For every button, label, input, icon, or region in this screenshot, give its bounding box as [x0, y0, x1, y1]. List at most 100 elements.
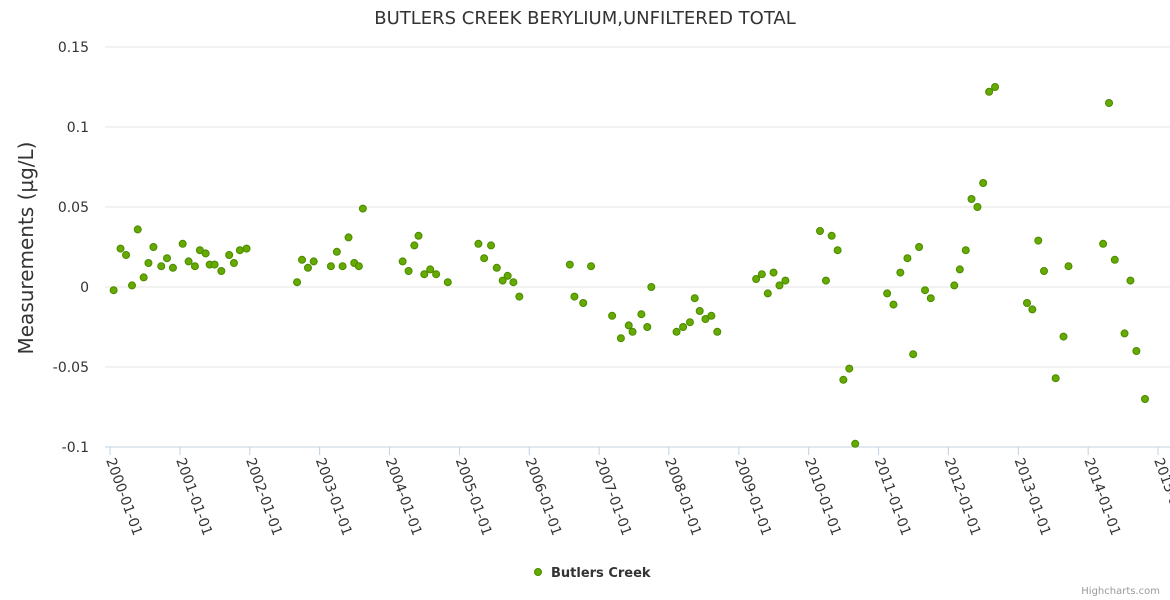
data-point[interactable] — [127, 281, 136, 290]
data-point[interactable] — [217, 267, 226, 275]
series-butlers-creek[interactable] — [109, 83, 1149, 448]
data-point[interactable] — [426, 265, 435, 274]
data-point[interactable] — [163, 254, 172, 263]
data-point[interactable] — [492, 263, 501, 272]
data-point[interactable] — [503, 271, 512, 280]
data-point[interactable] — [839, 375, 848, 384]
data-point[interactable] — [950, 281, 959, 290]
data-point[interactable] — [781, 276, 790, 285]
data-point[interactable] — [344, 233, 353, 242]
data-point[interactable] — [624, 321, 633, 330]
data-point[interactable] — [293, 278, 302, 287]
data-point[interactable] — [443, 278, 452, 287]
data-point[interactable] — [672, 327, 681, 336]
data-point[interactable] — [144, 259, 153, 267]
data-point[interactable] — [139, 273, 148, 282]
data-point[interactable] — [851, 439, 860, 448]
data-point[interactable] — [757, 270, 766, 279]
data-point[interactable] — [921, 286, 930, 295]
data-point[interactable] — [1132, 347, 1141, 355]
data-point[interactable] — [309, 257, 318, 266]
data-point[interactable] — [358, 204, 367, 213]
data-point[interactable] — [149, 243, 158, 251]
data-point[interactable] — [979, 179, 988, 187]
data-point[interactable] — [570, 292, 579, 301]
data-point[interactable] — [827, 231, 836, 240]
data-point[interactable] — [690, 294, 699, 303]
data-point[interactable] — [487, 241, 496, 250]
data-point[interactable] — [109, 286, 118, 295]
data-point[interactable] — [643, 323, 652, 331]
data-point[interactable] — [332, 247, 341, 256]
data-point[interactable] — [991, 83, 1000, 91]
data-point[interactable] — [1126, 276, 1135, 285]
data-point[interactable] — [509, 278, 518, 287]
data-point[interactable] — [404, 267, 413, 275]
legend[interactable]: Butlers Creek — [534, 566, 651, 581]
data-point[interactable] — [985, 87, 994, 96]
legend-label-butlers-creek[interactable]: Butlers Creek — [551, 566, 651, 581]
data-point[interactable] — [498, 276, 507, 285]
data-point[interactable] — [190, 262, 199, 271]
data-point[interactable] — [707, 311, 716, 320]
data-point[interactable] — [1105, 99, 1114, 107]
data-point[interactable] — [961, 246, 970, 255]
data-point[interactable] — [679, 323, 688, 331]
data-point[interactable] — [713, 327, 722, 336]
data-point[interactable] — [637, 310, 646, 319]
data-point[interactable] — [973, 203, 982, 211]
data-point[interactable] — [769, 268, 778, 277]
data-point[interactable] — [298, 255, 307, 264]
data-point[interactable] — [628, 327, 637, 336]
data-point[interactable] — [1034, 236, 1043, 245]
credits-link[interactable]: Highcharts.com — [1081, 586, 1160, 597]
data-point[interactable] — [955, 265, 964, 274]
data-point[interactable] — [1028, 305, 1037, 314]
data-point[interactable] — [1051, 374, 1060, 383]
data-point[interactable] — [701, 315, 710, 323]
data-point[interactable] — [116, 244, 125, 253]
data-point[interactable] — [420, 270, 429, 279]
data-point[interactable] — [338, 262, 347, 271]
data-point[interactable] — [474, 239, 483, 248]
data-point[interactable] — [763, 289, 772, 298]
data-point[interactable] — [896, 268, 905, 277]
data-point[interactable] — [168, 263, 177, 272]
data-point[interactable] — [1059, 332, 1068, 341]
data-point[interactable] — [967, 195, 976, 203]
data-point[interactable] — [303, 263, 312, 272]
data-point[interactable] — [225, 251, 234, 259]
data-point[interactable] — [1140, 395, 1149, 403]
data-point[interactable] — [883, 289, 892, 298]
data-point[interactable] — [903, 254, 912, 263]
data-point[interactable] — [133, 225, 142, 234]
data-point[interactable] — [326, 262, 335, 271]
data-point[interactable] — [752, 275, 761, 283]
data-point[interactable] — [915, 243, 924, 251]
data-point[interactable] — [414, 231, 423, 240]
data-point[interactable] — [432, 270, 441, 279]
data-point[interactable] — [889, 300, 898, 309]
data-point[interactable] — [608, 311, 617, 320]
data-point[interactable] — [685, 318, 694, 327]
data-point[interactable] — [157, 262, 166, 271]
data-point[interactable] — [122, 251, 131, 259]
data-point[interactable] — [833, 246, 842, 255]
data-point[interactable] — [565, 260, 574, 269]
data-point[interactable] — [410, 241, 419, 250]
data-point[interactable] — [480, 254, 489, 263]
data-point[interactable] — [926, 294, 935, 303]
data-point[interactable] — [235, 246, 244, 255]
data-point[interactable] — [354, 262, 363, 271]
data-point[interactable] — [821, 276, 830, 285]
data-point[interactable] — [647, 283, 656, 291]
data-point[interactable] — [184, 257, 193, 266]
data-point[interactable] — [229, 259, 238, 267]
data-point[interactable] — [775, 281, 784, 290]
data-point[interactable] — [178, 239, 187, 248]
data-point[interactable] — [1099, 239, 1108, 248]
data-point[interactable] — [1120, 329, 1129, 338]
data-point[interactable] — [398, 257, 407, 266]
data-point[interactable] — [515, 292, 524, 301]
data-point[interactable] — [1039, 267, 1048, 275]
